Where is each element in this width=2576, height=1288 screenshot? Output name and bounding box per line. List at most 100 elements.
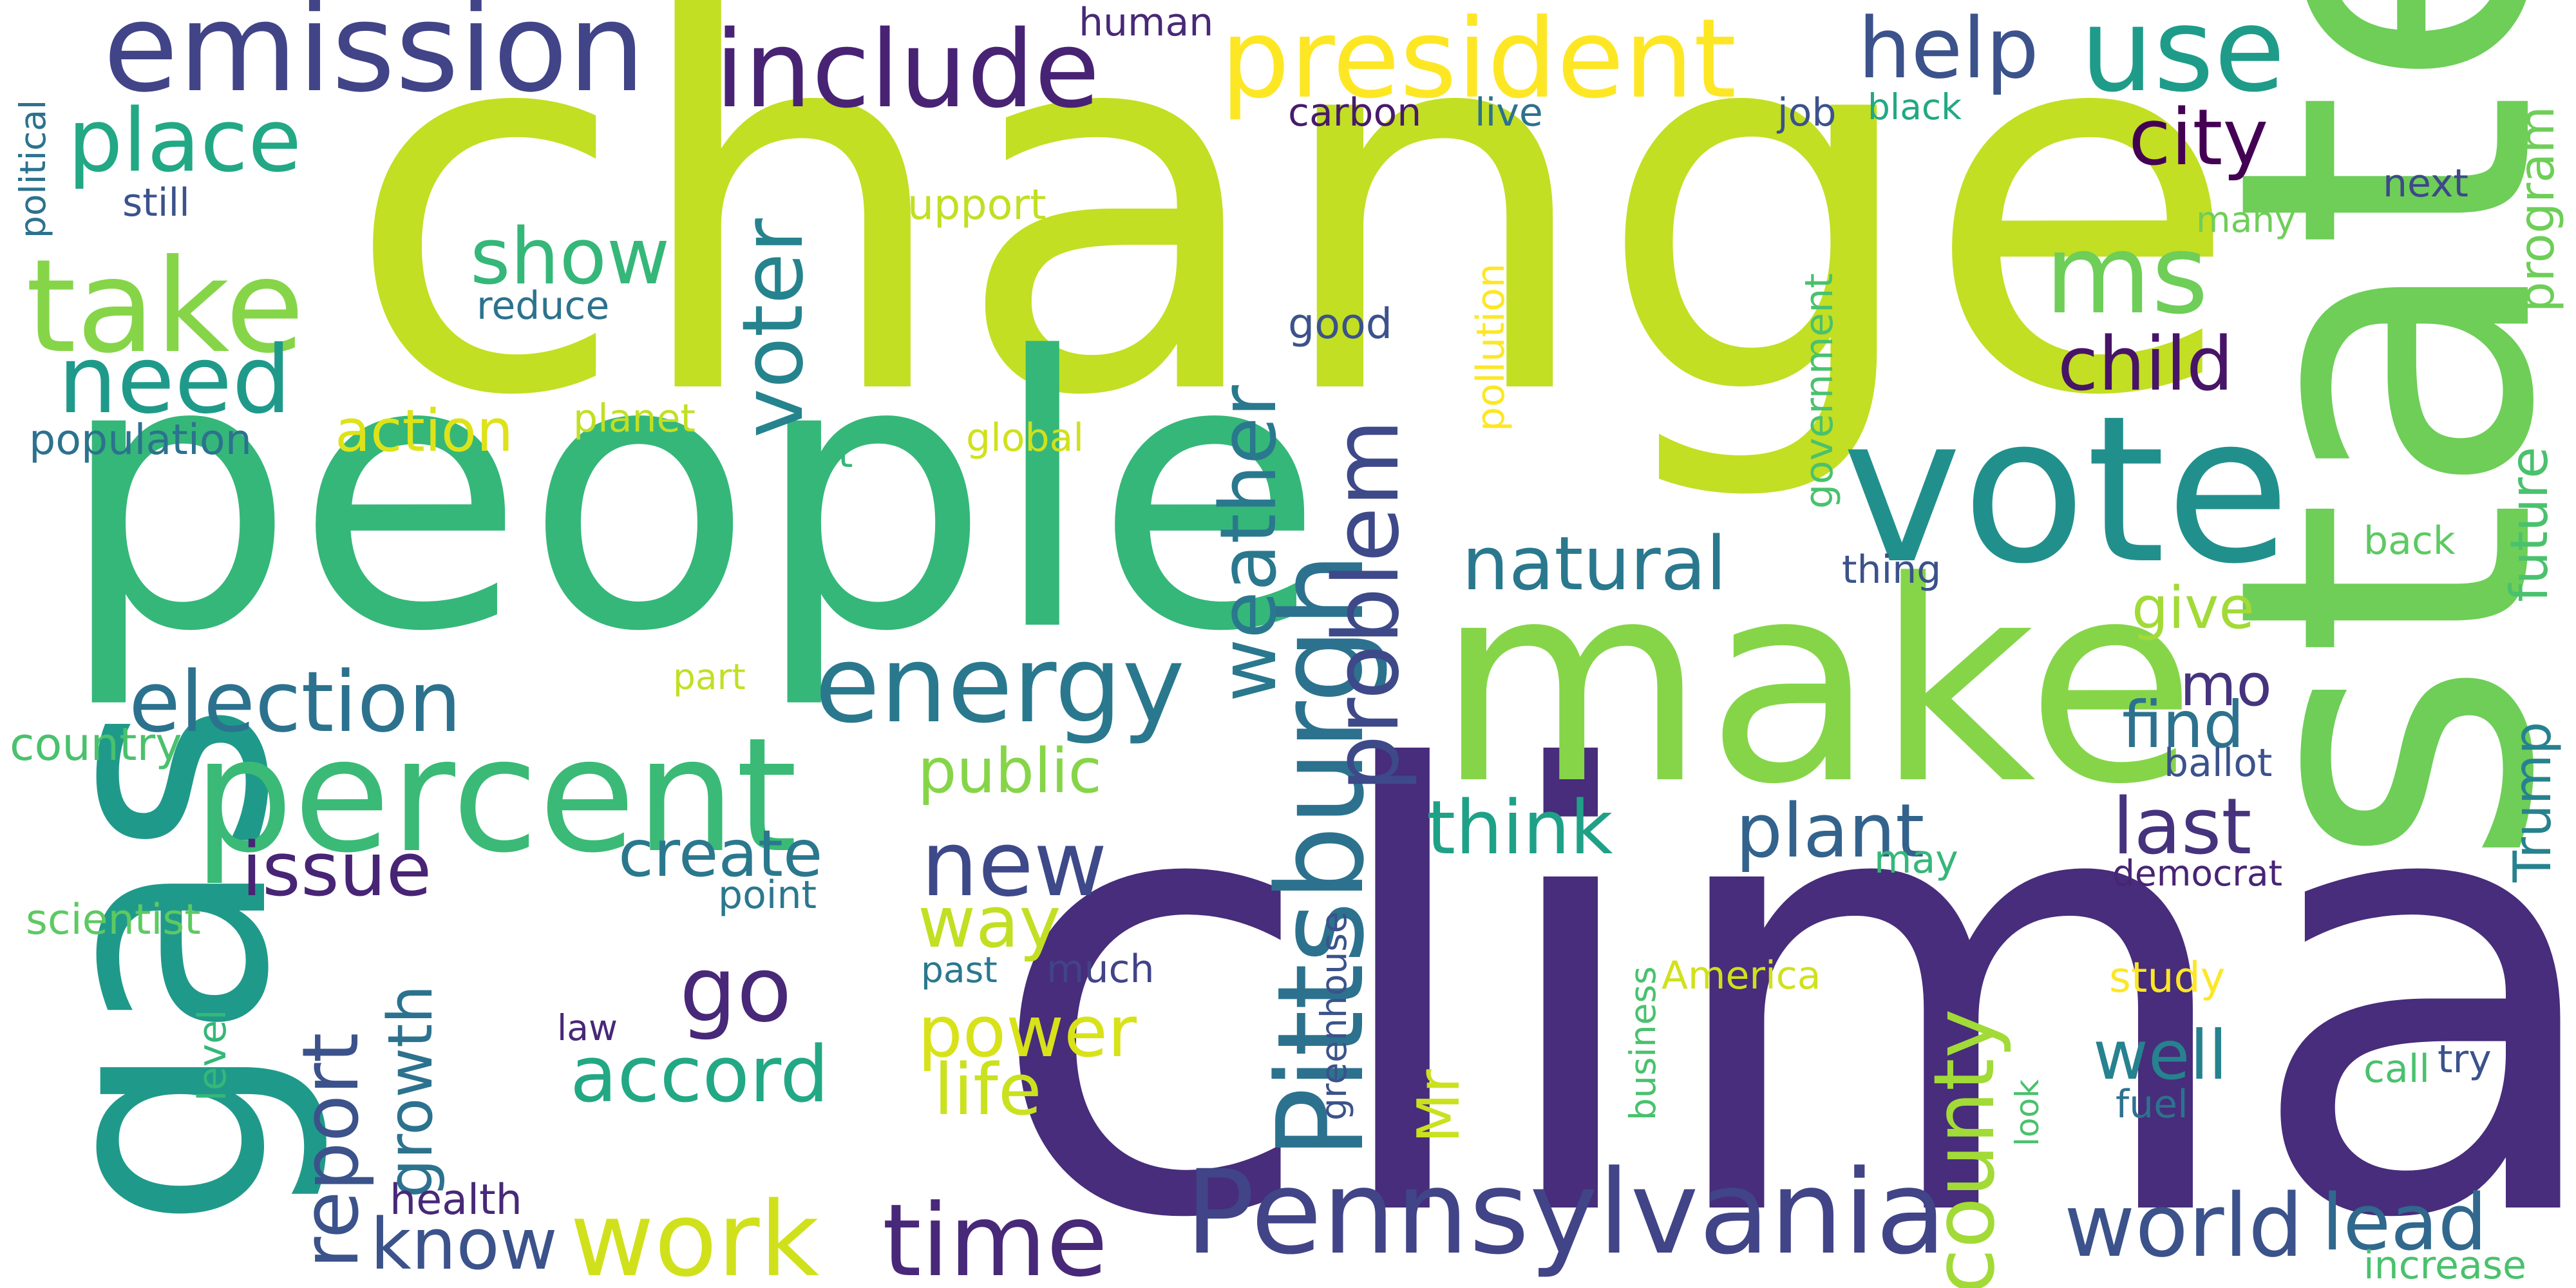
word-look: look	[2009, 1079, 2046, 1146]
word-place: place	[68, 90, 301, 191]
word-work: work	[570, 1179, 820, 1288]
word-law: law	[557, 1007, 618, 1048]
word-live: live	[1475, 90, 1543, 135]
word-thing: thing	[1842, 547, 1941, 592]
word-greenhouse: greenhouse	[1313, 911, 1354, 1121]
word-ballot: ballot	[2164, 741, 2272, 786]
word-well: well	[2093, 1016, 2228, 1095]
word-life: life	[934, 1048, 1042, 1131]
word-go: go	[679, 938, 792, 1043]
word-human: human	[1079, 0, 1213, 45]
word-democrat: democrat	[2112, 853, 2282, 894]
word-think: think	[1426, 785, 1613, 871]
word-county: county	[1915, 1009, 2013, 1288]
word-need: need	[58, 326, 291, 435]
word-government: government	[1797, 273, 1842, 509]
word-cut: cut	[792, 431, 853, 477]
word-increase: increase	[2363, 1243, 2526, 1288]
word-many: many	[2196, 199, 2296, 240]
word-america: America	[1662, 953, 1821, 998]
word-back: back	[2363, 518, 2456, 564]
word-issue: issue	[242, 827, 431, 913]
word-voter: voter	[724, 218, 822, 438]
word-point: point	[718, 873, 817, 918]
word-help: help	[1858, 0, 2039, 97]
word-try: try	[2438, 1037, 2492, 1082]
word-make: make	[1436, 523, 2197, 845]
word-much: much	[1046, 947, 1155, 992]
word-emission: emission	[103, 0, 645, 119]
word-good: good	[1288, 300, 1392, 348]
word-planet: planet	[573, 396, 696, 441]
word-change: change	[345, 0, 2240, 508]
word-mo: mo	[2180, 652, 2272, 719]
word-public: public	[918, 736, 1102, 807]
word-give: give	[2132, 574, 2255, 642]
word-study: study	[2109, 954, 2225, 1002]
word-past: past	[921, 949, 998, 990]
word-show: show	[470, 213, 670, 302]
word-mr: Mr	[1405, 1069, 1473, 1143]
word-climate: climate	[985, 645, 2576, 1288]
word-energy: energy	[815, 623, 1185, 746]
word-may: may	[1874, 837, 1958, 882]
word-political: political	[12, 100, 53, 238]
word-city: city	[2128, 93, 2268, 183]
word-country: country	[10, 718, 182, 771]
word-plant: plant	[1736, 788, 1924, 875]
word-way: way	[918, 881, 1061, 963]
word-use: use	[2080, 0, 2286, 118]
word-state: state	[2151, 0, 2576, 869]
word-weather: weather	[1204, 385, 1294, 702]
word-problem: problem	[1314, 419, 1419, 792]
word-know: know	[370, 1203, 558, 1285]
word-still: still	[122, 180, 190, 225]
word-health: health	[390, 1176, 522, 1224]
word-scientist: scientist	[26, 896, 201, 944]
word-world: world	[2064, 1175, 2304, 1276]
word-president: president	[1220, 0, 1736, 123]
word-level: level	[190, 1009, 235, 1101]
word-job: job	[1776, 90, 1836, 135]
word-program: program	[2508, 106, 2565, 312]
word-report: report	[287, 1032, 376, 1269]
word-future: future	[2499, 447, 2559, 602]
word-people: people	[58, 278, 1324, 713]
word-growth: growth	[375, 985, 446, 1198]
word-support: support	[886, 181, 1046, 229]
word-global: global	[966, 415, 1084, 460]
word-new: new	[921, 812, 1107, 917]
word-gas: gas	[0, 701, 335, 1230]
word-population: population	[29, 416, 252, 464]
word-call: call	[2363, 1046, 2430, 1092]
word-next: next	[2383, 161, 2468, 206]
word-accord: accord	[570, 1030, 829, 1120]
word-find: find	[2122, 687, 2244, 762]
word-percent: percent	[193, 704, 797, 887]
word-power: power	[918, 990, 1137, 1073]
word-reduce: reduce	[477, 283, 609, 328]
word-pollution: pollution	[1468, 263, 1513, 431]
word-business: business	[1622, 966, 1663, 1121]
word-action: action	[335, 397, 513, 465]
word-take: take	[26, 232, 305, 382]
word-lead: lead	[2322, 1179, 2487, 1268]
word-part: part	[673, 656, 746, 697]
word-fuel: fuel	[2116, 1082, 2188, 1127]
word-child: child	[2058, 321, 2233, 408]
word-carbon: carbon	[1288, 90, 1421, 135]
word-black: black	[1868, 86, 1962, 128]
word-pennsylvania: Pennsylvania	[1185, 1146, 1947, 1280]
word-ms: ms	[2045, 211, 2208, 339]
word-pittsburgh: Pittsburgh	[1251, 552, 1390, 1159]
word-include: include	[715, 8, 1100, 131]
word-election: election	[129, 653, 462, 751]
word-create: create	[618, 816, 822, 891]
word-trump: Trump	[2503, 722, 2562, 883]
word-last: last	[2112, 782, 2251, 872]
word-natural: natural	[1462, 521, 1727, 607]
word-vote: vote	[1842, 373, 2290, 609]
word-time: time	[882, 1182, 1108, 1288]
